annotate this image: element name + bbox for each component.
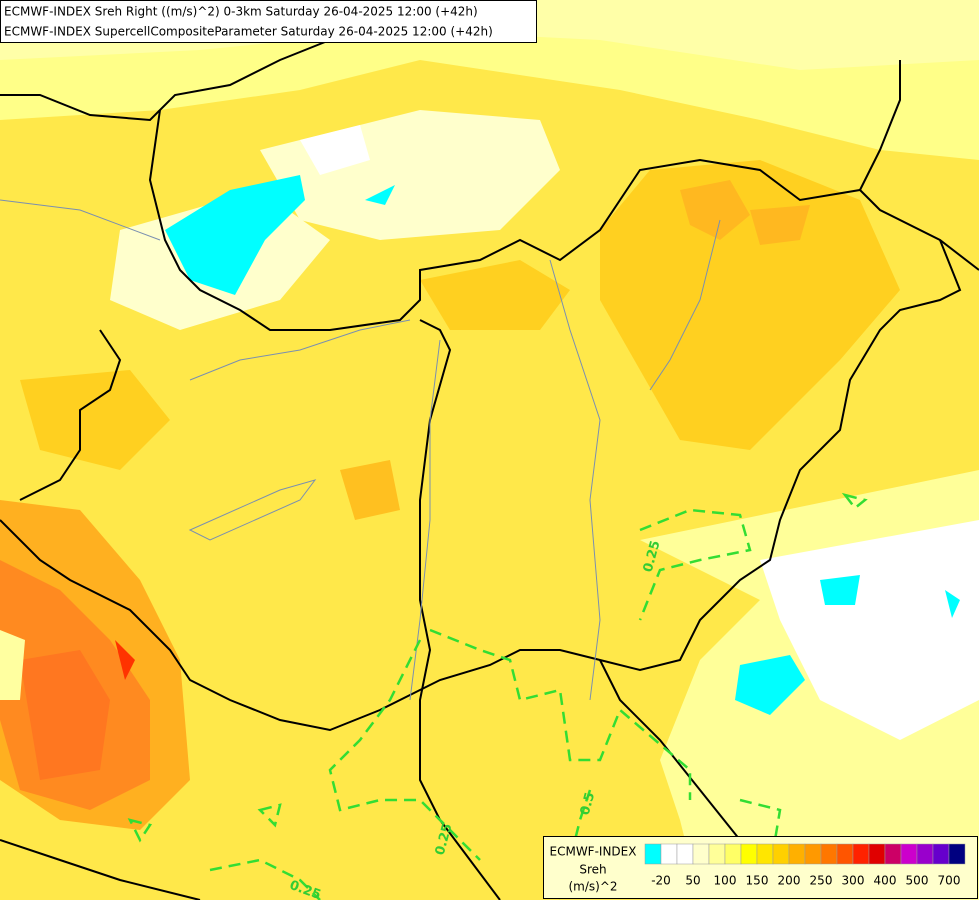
- legend-swatch: [772, 843, 790, 865]
- legend-label: 100: [714, 874, 737, 888]
- legend-label: 300: [842, 874, 865, 888]
- legend-swatch: [948, 843, 966, 865]
- legend-unit: (m/s)^2: [568, 880, 617, 894]
- legend-swatch: [644, 843, 662, 865]
- legend-swatch: [820, 843, 838, 865]
- legend-label: 700: [938, 874, 961, 888]
- legend-swatch: [852, 843, 870, 865]
- legend-swatch: [836, 843, 854, 865]
- legend-swatch: [708, 843, 726, 865]
- legend-title: ECMWF-INDEX: [550, 845, 637, 859]
- header-box: [0, 0, 537, 43]
- legend-label: -20: [651, 874, 671, 888]
- legend-swatch: [740, 843, 758, 865]
- legend-label: 400: [874, 874, 897, 888]
- legend-swatch: [932, 843, 950, 865]
- legend-label: 500: [906, 874, 929, 888]
- legend-swatch: [660, 843, 678, 865]
- legend-swatch: [868, 843, 886, 865]
- contour-label: 0.5: [578, 791, 598, 817]
- legend-label: 250: [810, 874, 833, 888]
- header-line: ECMWF-INDEX SupercellCompositeParameter …: [4, 25, 493, 39]
- legend-swatch: [756, 843, 774, 865]
- legend-label: 50: [685, 874, 700, 888]
- header-line: ECMWF-INDEX Sreh Right ((m/s)^2) 0-3km S…: [4, 5, 478, 19]
- legend-swatch: [676, 843, 694, 865]
- contours: [127, 492, 868, 900]
- legend-swatch: [916, 843, 934, 865]
- legend-swatch: [692, 843, 710, 865]
- legend-swatch: [804, 843, 822, 865]
- header: ECMWF-INDEX Sreh Right ((m/s)^2) 0-3km S…: [0, 0, 537, 43]
- legend-label: 150: [746, 874, 769, 888]
- legend-swatch: [788, 843, 806, 865]
- legend-swatch: [900, 843, 918, 865]
- legend-label: 200: [778, 874, 801, 888]
- legend-swatch: [724, 843, 742, 865]
- legend-variable: Sreh: [579, 863, 606, 877]
- legend-swatch: [884, 843, 902, 865]
- legend: ECMWF-INDEX Sreh (m/s)^2 -20 50 100 150 200 2…: [543, 836, 978, 899]
